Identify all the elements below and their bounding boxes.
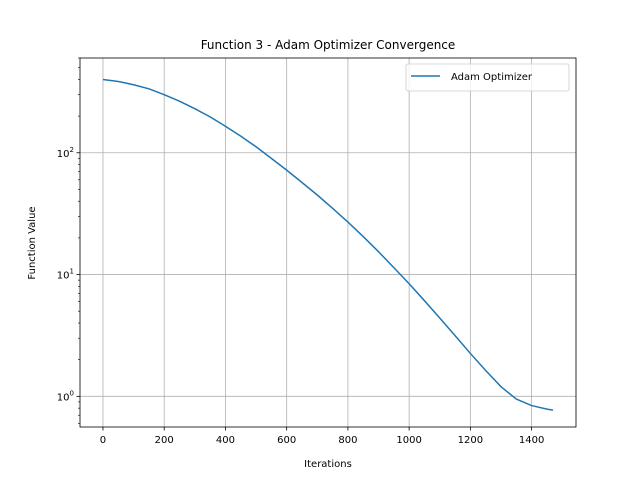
x-axis: 0 200 400 600 800 1000 1200 1400: [100, 427, 544, 446]
series-layer: [102, 78, 554, 411]
x-tick-label: 0: [100, 435, 106, 446]
x-tick-label: 800: [338, 435, 357, 446]
y-tick-label: 102: [57, 146, 74, 160]
chart-title: Function 3 - Adam Optimizer Convergence: [201, 38, 456, 52]
x-tick-label: 200: [155, 435, 174, 446]
grid: [80, 58, 576, 427]
legend-box: [405, 63, 570, 92]
x-axis-title: Iterations: [304, 459, 352, 470]
y-axis-title: Function Value: [27, 206, 38, 279]
y-tick-label: 100: [57, 389, 74, 403]
x-tick-label: 400: [216, 435, 235, 446]
x-tick-label: 1400: [519, 435, 544, 446]
legend: Adam Optimizer: [405, 63, 570, 92]
y-tick-label: 101: [57, 268, 74, 282]
series-line-adam-optimizer: [102, 78, 554, 411]
plot-frame: [79, 57, 577, 428]
x-tick-label: 1000: [396, 435, 421, 446]
x-tick-label: 600: [277, 435, 296, 446]
y-axis: 100 101 102: [57, 57, 80, 424]
legend-label-adam-optimizer: Adam Optimizer: [451, 72, 533, 83]
x-tick-label: 1200: [458, 435, 483, 446]
